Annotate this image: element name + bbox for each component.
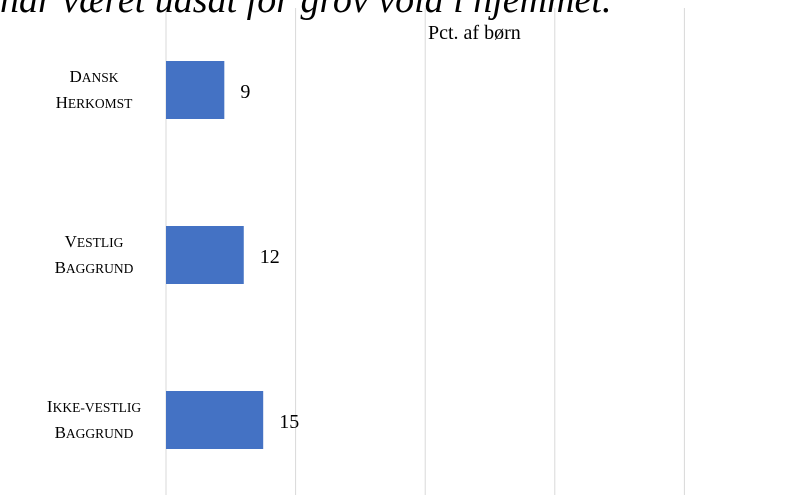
unit-label: Pct. af børn — [428, 22, 521, 44]
chart-title: har været udsat for grov vold i hjemmet. — [0, 0, 612, 21]
bar — [166, 226, 244, 284]
category-label: IKKE-VESTLIG — [47, 397, 141, 416]
category-label: VESTLIG — [65, 232, 124, 251]
data-label: 12 — [260, 246, 280, 268]
bar — [166, 391, 264, 449]
bar — [166, 61, 225, 119]
data-label: 15 — [279, 411, 299, 433]
category-label: BAGGRUND — [55, 423, 134, 442]
data-label: 9 — [240, 81, 250, 103]
category-label: DANSK — [69, 67, 118, 86]
category-label: HERKOMST — [56, 93, 134, 112]
category-label: BAGGRUND — [55, 258, 134, 277]
